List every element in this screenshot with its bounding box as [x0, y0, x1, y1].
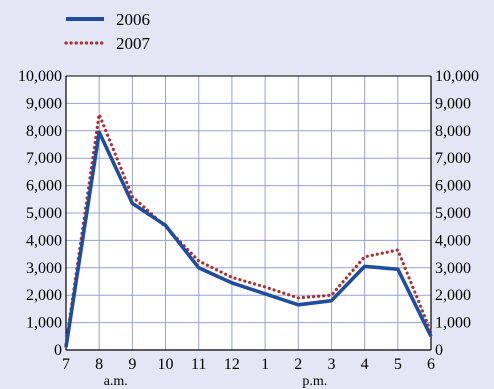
y-tick-label-left: 5,000 — [26, 205, 62, 222]
y-tick-label-left: 0 — [54, 342, 62, 359]
x-tick-label: 11 — [191, 356, 206, 373]
series-line-2006 — [64, 130, 433, 348]
x-tick-label: 8 — [95, 356, 103, 373]
x-tick-label: 3 — [327, 356, 335, 373]
y-tick-label-left: 8,000 — [26, 123, 62, 140]
legend: 2006 2007 — [64, 10, 151, 53]
legend-label-2006: 2006 — [116, 10, 150, 29]
x-tick-label: 2 — [294, 356, 302, 373]
y-tick-label-left: 6,000 — [26, 178, 62, 195]
x-tick-label: 12 — [224, 356, 240, 373]
y-tick-label-right: 7,000 — [435, 150, 471, 167]
y-tick-label-right: 5,000 — [435, 205, 471, 222]
x-tick-label: 7 — [62, 356, 70, 373]
y-tick-label-right: 3,000 — [435, 260, 471, 277]
y-tick-label-right: 9,000 — [435, 95, 471, 112]
y-tick-label-left: 9,000 — [26, 95, 62, 112]
x-tick-label: 4 — [361, 356, 369, 373]
y-tick-label-right: 2,000 — [435, 287, 471, 304]
series-lines — [64, 112, 433, 348]
y-tick-label-right: 4,000 — [435, 232, 471, 249]
y-tick-label-left: 2,000 — [26, 287, 62, 304]
x-tick-label: 6 — [427, 356, 435, 373]
x-tick-label: 1 — [261, 356, 269, 373]
legend-label-2007: 2007 — [116, 34, 151, 53]
x-sublabel: a.m. — [104, 374, 128, 389]
y-tick-label-right: 10,000 — [435, 68, 479, 85]
series-line-2007 — [64, 112, 433, 347]
y-tick-label-right: 8,000 — [435, 123, 471, 140]
y-tick-label-left: 3,000 — [26, 260, 62, 277]
y-tick-label-left: 1,000 — [26, 315, 62, 332]
x-tick-label: 5 — [394, 356, 402, 373]
y-tick-label-right: 1,000 — [435, 315, 471, 332]
x-tick-label: 9 — [128, 356, 136, 373]
x-tick-label: 10 — [158, 356, 174, 373]
y-tick-label-right: 0 — [435, 342, 443, 359]
y-tick-label-left: 10,000 — [18, 68, 62, 85]
tick-labels: 0 0 1,000 1,000 2,000 2,000 3,000 3,000 4,000 4,0… — [18, 68, 479, 389]
x-sublabel: p.m. — [302, 374, 327, 389]
axes — [65, 75, 432, 351]
y-tick-label-left: 4,000 — [26, 232, 62, 249]
y-tick-label-right: 6,000 — [435, 178, 471, 195]
y-tick-label-left: 7,000 — [26, 150, 62, 167]
